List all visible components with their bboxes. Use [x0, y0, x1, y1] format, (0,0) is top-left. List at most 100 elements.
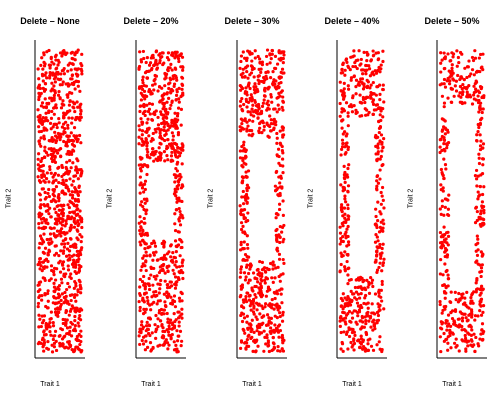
- data-point: [260, 104, 265, 108]
- data-point: [378, 98, 382, 102]
- data-point: [443, 66, 447, 71]
- data-point: [80, 225, 84, 230]
- data-point: [145, 208, 149, 212]
- data-point: [176, 187, 180, 191]
- data-point: [352, 330, 356, 334]
- data-point: [175, 50, 179, 54]
- data-point: [238, 66, 242, 70]
- data-point: [155, 62, 159, 66]
- data-point: [276, 345, 280, 349]
- data-point: [139, 220, 144, 224]
- data-point: [78, 133, 82, 138]
- data-point: [47, 110, 51, 115]
- data-point: [242, 102, 246, 107]
- data-point: [481, 68, 485, 72]
- data-point: [151, 83, 155, 87]
- data-point: [36, 163, 40, 167]
- data-point: [37, 85, 41, 89]
- data-point: [270, 298, 274, 302]
- data-point: [269, 118, 273, 122]
- data-point: [438, 83, 442, 87]
- data-point: [181, 258, 185, 262]
- data-point: [56, 173, 61, 177]
- data-point: [137, 124, 141, 128]
- data-point: [161, 262, 166, 267]
- data-point: [254, 108, 258, 113]
- data-point: [281, 50, 285, 54]
- data-point: [344, 142, 348, 146]
- data-point: [366, 52, 370, 57]
- data-point: [449, 324, 453, 328]
- data-point: [241, 202, 246, 206]
- data-point: [39, 144, 43, 148]
- data-point: [344, 150, 348, 155]
- data-point: [43, 73, 47, 77]
- data-point: [46, 153, 50, 157]
- data-point: [257, 104, 261, 108]
- data-point: [176, 146, 180, 150]
- data-point: [278, 311, 282, 315]
- data-point: [80, 308, 84, 312]
- data-point: [350, 110, 355, 114]
- data-point: [38, 206, 43, 210]
- data-point: [72, 225, 77, 229]
- data-point: [242, 215, 246, 219]
- data-point: [66, 340, 70, 344]
- data-point: [477, 110, 481, 114]
- data-point: [38, 193, 42, 197]
- data-point: [481, 310, 485, 314]
- data-point: [273, 276, 277, 280]
- data-point: [57, 253, 61, 258]
- data-point: [453, 308, 458, 312]
- data-point: [438, 326, 443, 330]
- data-point: [141, 49, 145, 54]
- data-point: [267, 316, 271, 320]
- data-point: [272, 263, 276, 267]
- data-point: [74, 243, 78, 247]
- data-point: [271, 280, 275, 284]
- data-point: [238, 104, 242, 108]
- data-point: [376, 200, 380, 204]
- data-point: [474, 260, 478, 264]
- data-point: [179, 53, 183, 57]
- data-point: [345, 173, 349, 177]
- data-point: [281, 272, 285, 276]
- data-point: [340, 210, 344, 214]
- data-point: [40, 269, 44, 273]
- data-point: [181, 276, 185, 281]
- data-point: [166, 51, 171, 55]
- data-point: [173, 153, 178, 157]
- data-point: [281, 171, 285, 175]
- data-point: [245, 58, 249, 63]
- data-point: [480, 116, 484, 120]
- data-point: [364, 322, 368, 326]
- data-point: [166, 122, 170, 126]
- data-point: [150, 118, 155, 122]
- data-point: [473, 56, 478, 60]
- data-point: [245, 341, 249, 345]
- data-point: [374, 51, 378, 55]
- data-point: [137, 334, 141, 338]
- data-point: [69, 51, 73, 55]
- data-point: [141, 228, 145, 232]
- data-point: [147, 63, 152, 67]
- data-point: [45, 171, 49, 175]
- data-point: [481, 192, 485, 197]
- data-point: [38, 214, 42, 218]
- data-point: [350, 316, 355, 320]
- data-point: [459, 95, 463, 99]
- data-point: [438, 207, 442, 211]
- data-point: [58, 221, 63, 225]
- data-point: [351, 327, 355, 332]
- data-point: [78, 318, 83, 322]
- data-point: [144, 324, 149, 328]
- data-point: [245, 93, 249, 97]
- data-point: [73, 190, 77, 194]
- data-point: [264, 54, 269, 59]
- data-point: [75, 139, 79, 144]
- data-point: [477, 98, 481, 103]
- data-point: [455, 344, 459, 348]
- data-point: [141, 143, 145, 147]
- data-point: [239, 240, 243, 244]
- data-point: [149, 308, 153, 312]
